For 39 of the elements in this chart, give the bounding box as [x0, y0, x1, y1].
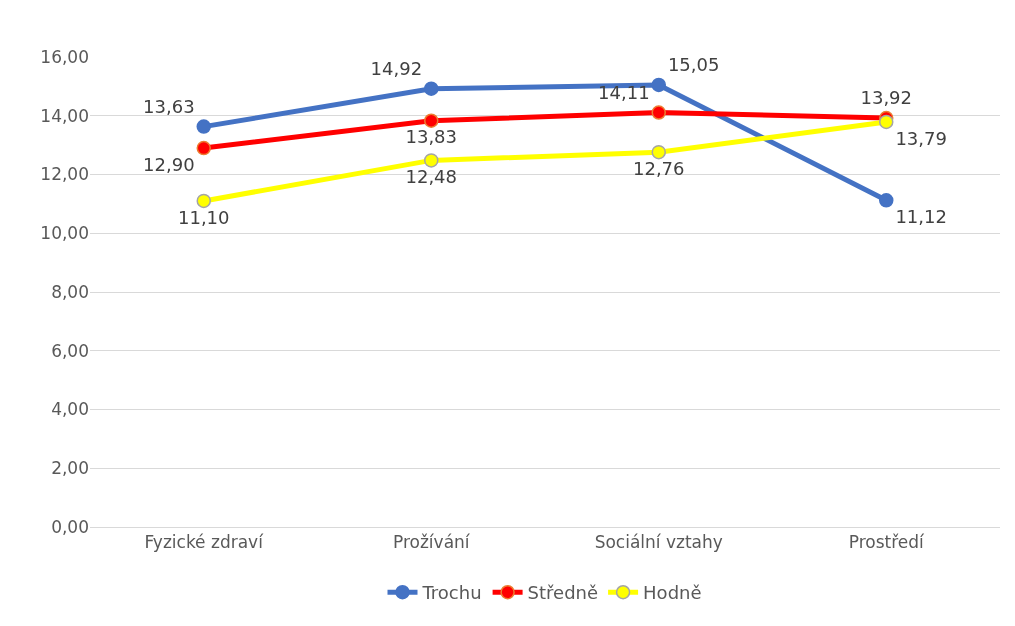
data-label: 12,76: [632, 157, 685, 179]
data-label: 13,63: [143, 96, 195, 117]
point: [651, 144, 666, 160]
data-label: 11,10: [177, 206, 230, 228]
data-label: 15,05: [667, 54, 720, 76]
y-tick-label: 6,00: [51, 340, 89, 361]
point: [651, 105, 666, 120]
y-tick-label: 14,00: [40, 105, 89, 126]
legend-label: Hodně: [643, 582, 702, 604]
x-tick-label: Prostředí: [848, 532, 926, 553]
y-tick-label: 0,00: [51, 516, 89, 537]
point: [196, 119, 211, 134]
y-tick-label: 4,00: [51, 399, 89, 420]
point: [879, 193, 894, 208]
legend-label: Středně: [527, 582, 599, 604]
data-label: 13,92: [860, 87, 913, 109]
data-label: 11,12: [895, 205, 947, 227]
point: [196, 140, 211, 156]
data-label: 13,83: [405, 126, 458, 148]
data-label: 13,79: [895, 127, 947, 149]
point: [879, 114, 894, 130]
point: [424, 153, 439, 168]
point: [424, 81, 439, 96]
data-label: 12,90: [143, 153, 195, 175]
x-tick-label: Prožívání: [392, 532, 471, 553]
legend-label: Trochu: [421, 582, 482, 604]
point: [424, 113, 439, 128]
x-tick-label: Fyzické zdraví: [144, 532, 265, 553]
data-label: 14,11: [598, 81, 650, 103]
point: [196, 193, 211, 209]
y-tick-label: 12,00: [40, 164, 89, 185]
data-label: 14,92: [370, 58, 423, 80]
x-tick-label: Sociální vztahy: [594, 532, 723, 553]
data-label: 12,48: [405, 166, 458, 188]
y-tick-label: 16,00: [40, 46, 89, 67]
y-tick-label: 10,00: [40, 223, 89, 244]
y-tick-label: 8,00: [51, 281, 89, 302]
point: [651, 77, 666, 93]
y-tick-label: 2,00: [51, 458, 89, 479]
